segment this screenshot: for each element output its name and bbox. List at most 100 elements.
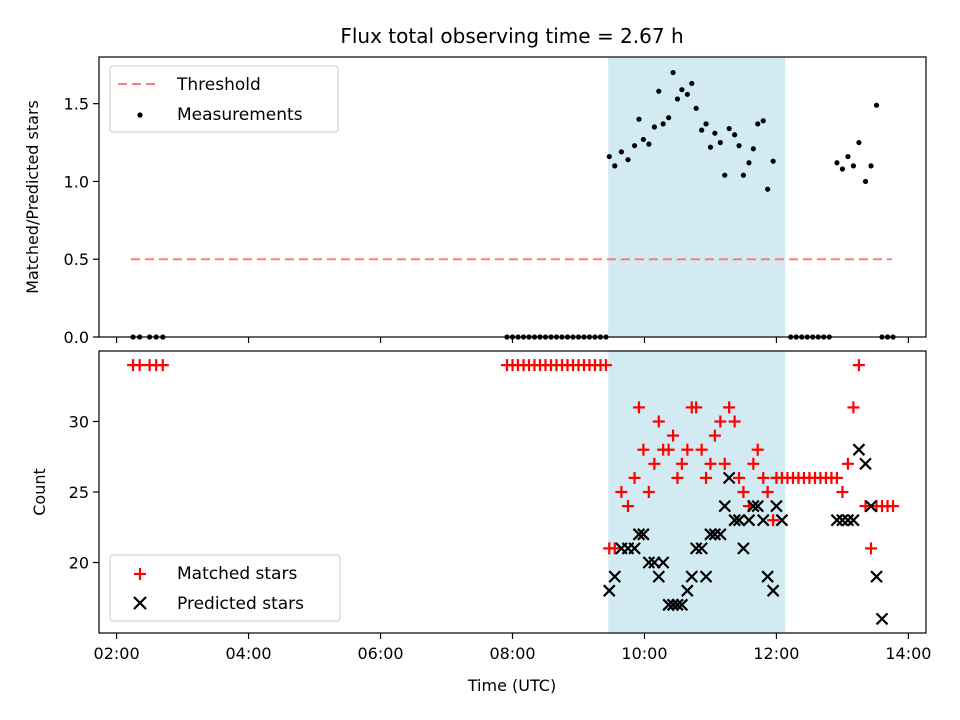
predicted-star-point	[859, 457, 872, 471]
matched-star-point	[628, 471, 641, 484]
measurement-point	[618, 149, 624, 155]
measurement-point	[660, 121, 666, 127]
matched-star-point	[632, 401, 645, 414]
predicted-star-point	[608, 570, 622, 583]
measurement-point	[873, 102, 880, 108]
top-y-axis: 0.0 0.5 1.0 1.5	[64, 95, 99, 347]
top-y-tick-label: 1.5	[64, 95, 89, 114]
matched-star-point	[156, 359, 169, 372]
matched-star-point	[700, 471, 713, 484]
predicted-star-point	[732, 513, 746, 527]
x-tick-label: 14:00	[885, 644, 931, 663]
predicted-star-point	[751, 499, 765, 513]
predicted-star-point	[628, 542, 641, 555]
measurement-point	[722, 172, 728, 178]
predicted-star-point	[864, 499, 878, 513]
matched-star-point	[714, 415, 727, 428]
matched-star-point	[690, 401, 703, 414]
matched-star-point	[887, 500, 900, 513]
measurement-point	[606, 153, 612, 160]
matched-star-point	[648, 457, 661, 470]
top-legend: Threshold Measurements	[109, 65, 339, 133]
predicted-star-point	[766, 584, 780, 597]
measurement-point	[612, 163, 618, 169]
measurement-point	[636, 116, 642, 122]
top-panel: 0.0 0.5 1.0 1.5 Matched/Predicted stars Thr…	[23, 56, 927, 347]
legend-measurements-label: Measurements	[177, 105, 303, 125]
chart-title: Flux total observing time = 2.67 h	[340, 24, 683, 48]
predicted-star-point	[742, 513, 756, 527]
predicted-star-point	[775, 513, 789, 527]
measurement-point	[765, 186, 771, 192]
measurement-point	[666, 115, 672, 121]
predicted-star-point	[875, 612, 889, 626]
predicted-star-point	[637, 528, 650, 541]
matched-star-point	[836, 486, 849, 498]
measurement-point	[834, 160, 840, 166]
matched-star-point	[621, 500, 634, 513]
top-y-tick-label: 0.0	[64, 328, 89, 347]
x-tick-label: 10:00	[621, 644, 667, 663]
matched-star-point	[737, 486, 750, 498]
matched-star-point	[761, 486, 774, 498]
matched-star-point	[865, 542, 878, 555]
measurement-point	[640, 136, 646, 143]
matched-star-point	[733, 471, 746, 484]
predicted-star-point	[642, 556, 656, 569]
top-x-ticks	[115, 337, 910, 343]
predicted-star-point	[722, 471, 736, 485]
x-tick-label: 04:00	[226, 644, 272, 663]
predicted-star-point	[852, 443, 866, 456]
measurement-point	[693, 105, 699, 111]
top-y-tick-label: 0.5	[64, 250, 89, 269]
predicted-star-point	[689, 542, 703, 555]
measurement-point	[845, 153, 851, 160]
predicted-star-point	[602, 584, 616, 597]
predicted-star-point	[656, 556, 670, 569]
bottom-y-axis-label: Count	[30, 468, 49, 516]
matched-star-point	[681, 443, 694, 456]
measurement-point	[646, 141, 652, 147]
predicted-star-point	[718, 499, 732, 513]
x-tick-label: 12:00	[753, 644, 799, 663]
measurement-point	[850, 163, 857, 169]
matched-star-point	[704, 457, 717, 470]
predicted-star-point	[652, 570, 666, 583]
legend-predicted-swatch	[133, 596, 147, 610]
x-tick-label: 02:00	[94, 644, 140, 663]
predicted-star-point	[704, 528, 717, 541]
bottom-y-axis: 20 25 30	[69, 413, 99, 573]
predicted-star-point	[671, 598, 684, 612]
measurement-point	[712, 130, 718, 136]
bottom-legend-box	[109, 554, 341, 622]
matched-star-point	[747, 457, 760, 470]
matched-star-point	[723, 401, 736, 414]
predicted-star-point	[714, 528, 727, 541]
legend-matched-swatch	[134, 568, 146, 580]
measurement-point	[736, 143, 742, 149]
matched-star-point	[608, 542, 621, 555]
matched-star-point	[599, 359, 612, 372]
legend-predicted-label: Predicted stars	[177, 594, 304, 614]
measurement-point	[689, 80, 695, 87]
matched-star-point	[671, 471, 684, 484]
x-tick-label: 06:00	[357, 644, 403, 663]
matched-stars-points	[127, 359, 900, 555]
bottom-panel: 20 25 30 02:00 04:00 06:00 08:00 10:00 12:00 14:…	[30, 350, 931, 695]
matched-star-point	[757, 471, 770, 484]
matched-star-point	[708, 429, 721, 442]
predicted-star-point	[761, 570, 774, 583]
matched-star-point	[852, 359, 865, 372]
matched-star-point	[830, 471, 843, 484]
x-tick-label: 08:00	[489, 644, 535, 663]
predicted-star-point	[737, 542, 750, 555]
measurement-point	[760, 118, 766, 124]
measurement-point	[755, 121, 761, 127]
measurement-point	[732, 132, 738, 138]
measurement-point	[726, 125, 732, 132]
predicted-star-point	[830, 513, 844, 527]
measurement-point	[856, 139, 862, 146]
predicted-star-point	[681, 584, 694, 597]
measurement-point	[839, 166, 846, 172]
measurement-point	[684, 91, 690, 97]
